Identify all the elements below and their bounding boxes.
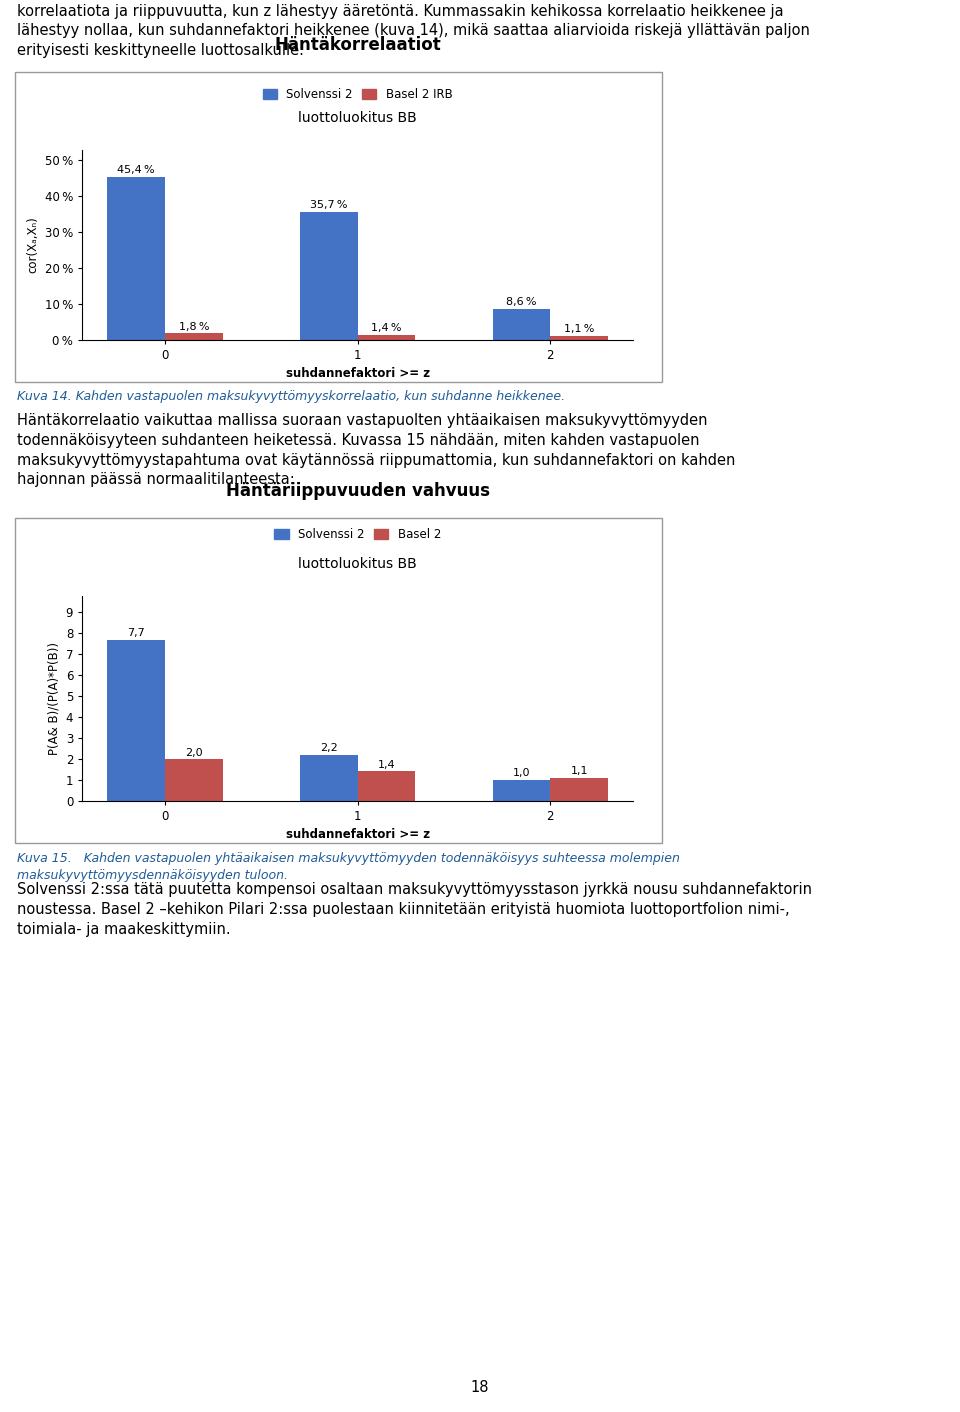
Bar: [108, 640, 165, 801]
Text: 8,6 %: 8,6 %: [506, 298, 537, 308]
Bar: [358, 771, 416, 801]
Bar: [108, 176, 165, 340]
Bar: [165, 758, 223, 801]
Text: Kuva 15.   Kahden vastapuolen yhtäaikaisen maksukyvyttömyyden todennäköisyys suh: Kuva 15. Kahden vastapuolen yhtäaikaisen…: [17, 851, 680, 882]
Text: Häntäriippuvuuden vahvuus: Häntäriippuvuuden vahvuus: [226, 481, 490, 500]
Y-axis label: P(A& B)/(P(A)*P(B)): P(A& B)/(P(A)*P(B)): [47, 641, 60, 754]
Text: 7,7: 7,7: [128, 628, 145, 638]
Text: korrelaatiota ja riippuvuutta, kun z lähestyy ääretöntä. Kummassakin kehikossa k: korrelaatiota ja riippuvuutta, kun z läh…: [17, 3, 810, 58]
Legend: Solvenssi 2, Basel 2: Solvenssi 2, Basel 2: [270, 524, 445, 546]
Title: luottoluokitus BB: luottoluokitus BB: [299, 112, 417, 124]
Y-axis label: cor(Xₐ,Xₙ): cor(Xₐ,Xₙ): [26, 216, 39, 273]
Text: 45,4 %: 45,4 %: [117, 165, 155, 175]
Text: Häntäkorrelaatiot: Häntäkorrelaatiot: [275, 35, 441, 54]
Legend: Solvenssi 2, Basel 2 IRB: Solvenssi 2, Basel 2 IRB: [258, 83, 457, 106]
Text: 1,1: 1,1: [570, 767, 588, 777]
Bar: [492, 309, 550, 340]
Bar: [165, 333, 223, 340]
Text: 1,1 %: 1,1 %: [564, 325, 594, 335]
Text: 1,8 %: 1,8 %: [179, 322, 209, 332]
X-axis label: suhdannefaktori >= z: suhdannefaktori >= z: [286, 829, 430, 842]
Text: 18: 18: [470, 1380, 490, 1395]
Text: 2,0: 2,0: [185, 747, 203, 758]
Bar: [300, 212, 358, 340]
Text: Kuva 14. Kahden vastapuolen maksukyvyttömyyskorrelaatio, kun suhdanne heikkenee.: Kuva 14. Kahden vastapuolen maksukyvyttö…: [17, 390, 565, 402]
Text: Häntäkorrelaatio vaikuttaa mallissa suoraan vastapuolten yhtäaikaisen maksukyvyt: Häntäkorrelaatio vaikuttaa mallissa suor…: [17, 412, 735, 487]
Text: 1,4: 1,4: [378, 760, 396, 770]
Bar: [300, 754, 358, 801]
Text: Solvenssi 2:ssa tätä puutetta kompensoi osaltaan maksukyvyttömyysstason jyrkkä n: Solvenssi 2:ssa tätä puutetta kompensoi …: [17, 882, 812, 936]
Text: 2,2: 2,2: [320, 743, 338, 754]
Text: 1,0: 1,0: [513, 768, 530, 778]
Bar: [492, 779, 550, 801]
Text: 1,4 %: 1,4 %: [372, 323, 402, 333]
Bar: [550, 778, 608, 801]
Title: luottoluokitus BB: luottoluokitus BB: [299, 556, 417, 570]
Text: 35,7 %: 35,7 %: [310, 201, 348, 210]
Bar: [358, 335, 416, 340]
Bar: [550, 336, 608, 340]
X-axis label: suhdannefaktori >= z: suhdannefaktori >= z: [286, 367, 430, 380]
